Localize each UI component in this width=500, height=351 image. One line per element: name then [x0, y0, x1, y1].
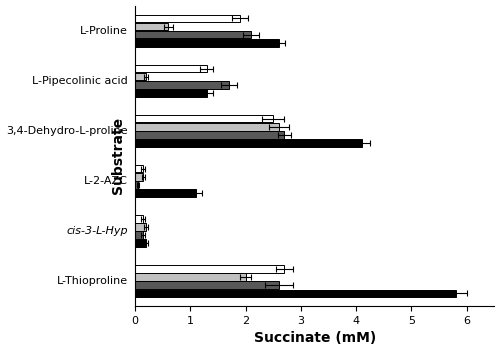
Bar	[135, 282, 278, 289]
Bar	[135, 115, 273, 122]
Bar	[135, 273, 246, 281]
Bar	[135, 215, 143, 223]
Text: L-Proline: L-Proline	[80, 26, 128, 35]
Bar	[135, 31, 251, 38]
Bar	[135, 139, 362, 147]
Bar	[135, 131, 284, 139]
X-axis label: Succinate (mM): Succinate (mM)	[254, 331, 376, 345]
Text: L-2-AZC: L-2-AZC	[84, 176, 128, 186]
Bar	[135, 39, 278, 47]
Bar	[135, 189, 196, 197]
Bar	[135, 73, 146, 80]
Bar	[135, 173, 143, 181]
Bar	[135, 265, 284, 273]
Text: 3,4-Dehydro-L-proline: 3,4-Dehydro-L-proline	[6, 126, 128, 136]
Bar	[135, 290, 456, 297]
Bar	[135, 165, 143, 172]
Bar	[135, 23, 168, 30]
Bar	[135, 181, 138, 189]
Text: cis-3-L-Hyp: cis-3-L-Hyp	[66, 226, 128, 236]
Bar	[135, 81, 229, 88]
Text: L-Thioproline: L-Thioproline	[56, 276, 128, 286]
Bar	[135, 239, 146, 247]
Bar	[135, 65, 207, 72]
Bar	[135, 231, 143, 239]
Y-axis label: Substrate: Substrate	[110, 117, 124, 194]
Bar	[135, 15, 240, 22]
Bar	[135, 123, 278, 131]
Bar	[135, 223, 146, 231]
Text: L-Pipecolinic acid: L-Pipecolinic acid	[32, 76, 128, 86]
Bar	[135, 89, 207, 97]
